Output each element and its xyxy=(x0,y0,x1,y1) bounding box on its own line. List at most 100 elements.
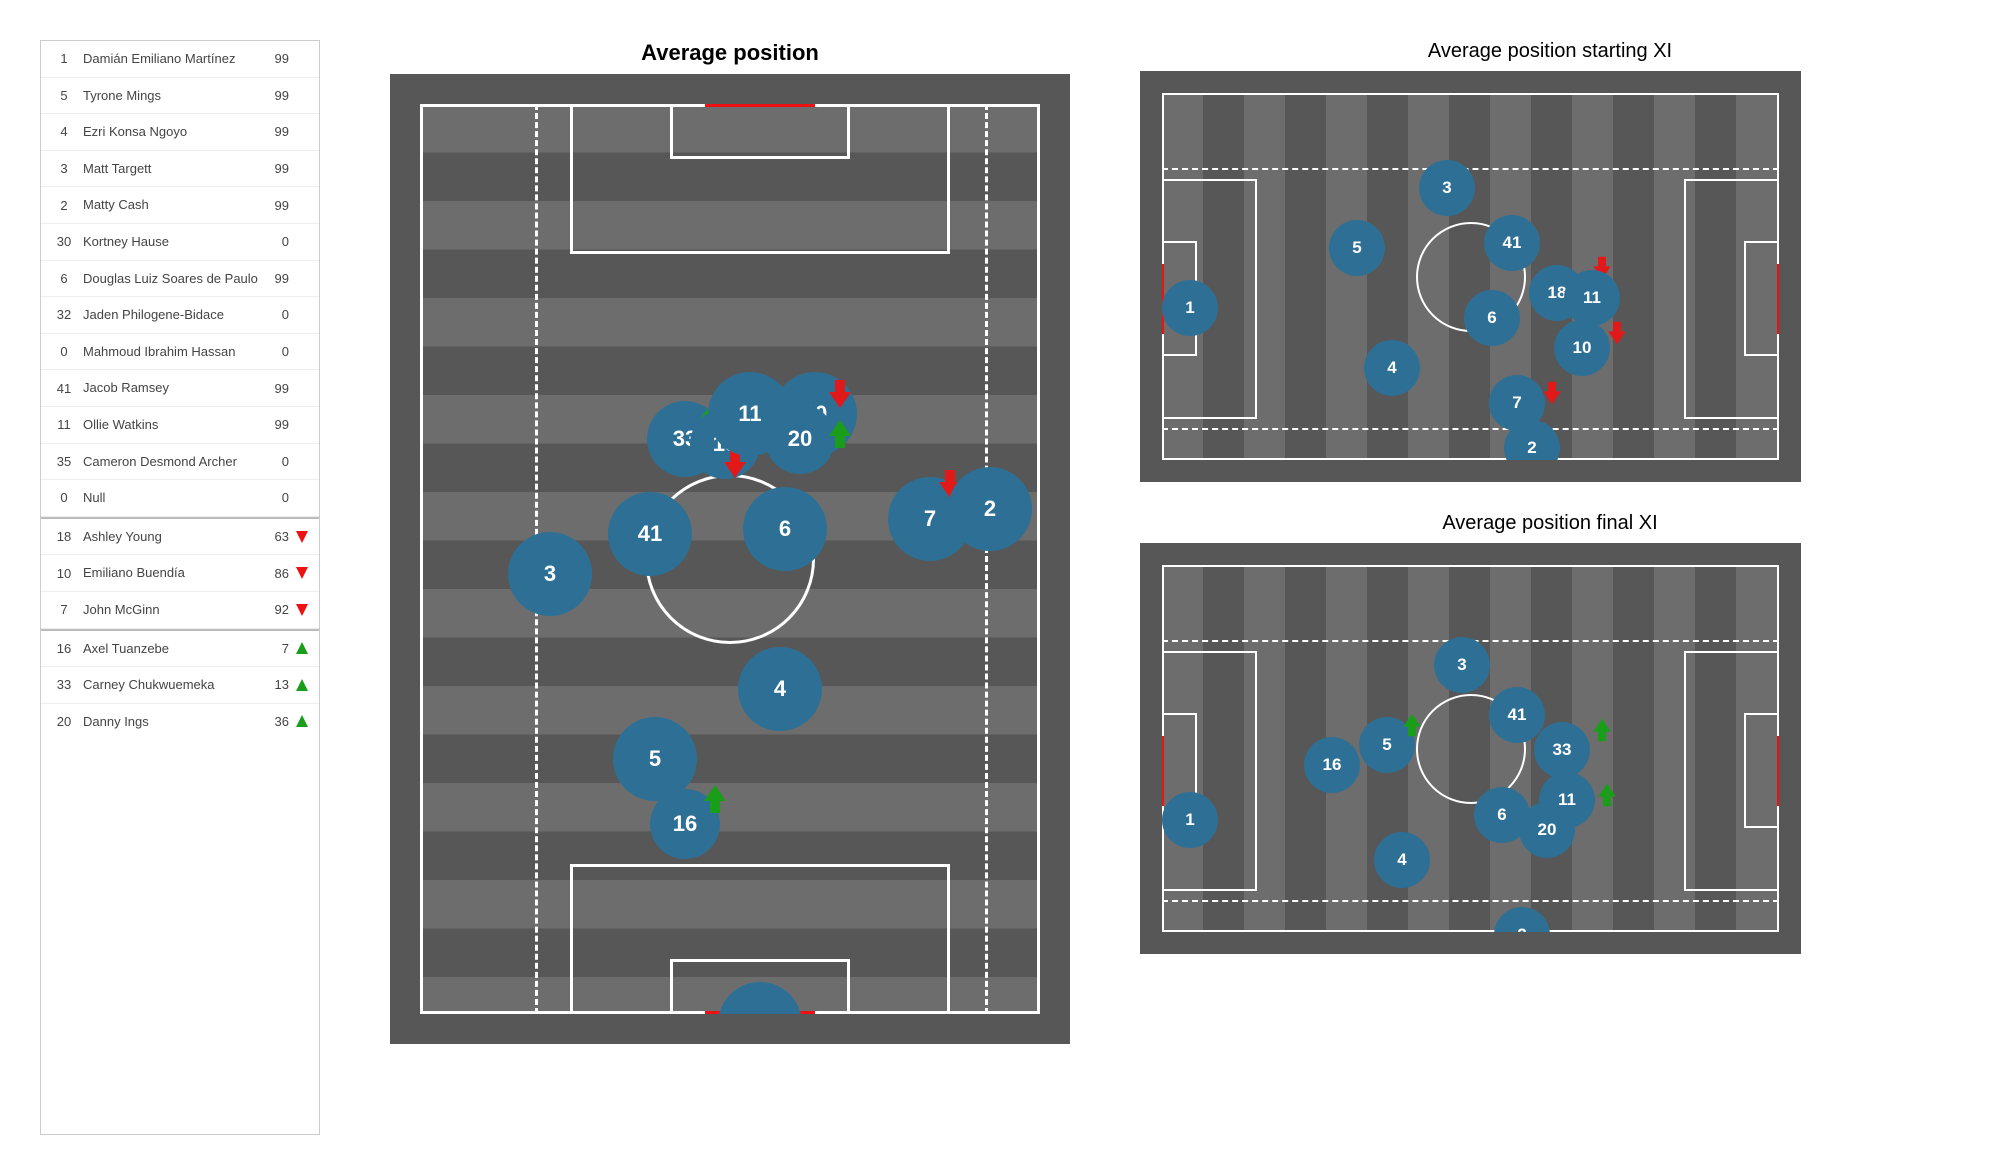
player-name: Carney Chukwuemeka xyxy=(79,677,263,693)
side-column: Average position starting XI 154341618 1… xyxy=(1140,40,1960,1135)
player-name: Matt Targett xyxy=(79,161,263,177)
starting-xi-title: Average position starting XI xyxy=(1140,40,1960,63)
player-minutes: 99 xyxy=(263,51,293,66)
player-number: 5 xyxy=(49,88,79,103)
player-row: 18 Ashley Young 63 xyxy=(41,517,319,556)
final-xi-pitch: 1165 4341633 11 202 xyxy=(1140,543,1801,954)
sub-off-arrow-icon xyxy=(829,380,851,408)
player-row: 6 Douglas Luiz Soares de Paulo 99 xyxy=(41,261,319,298)
player-name: John McGinn xyxy=(79,602,263,618)
player-row: 0 Mahmoud Ibrahim Hassan 0 xyxy=(41,334,319,371)
player-dot: 4 xyxy=(1374,832,1430,888)
player-row: 7 John McGinn 92 xyxy=(41,592,319,629)
final-xi-section: Average position final XI 1165 4341633 1… xyxy=(1140,512,1960,954)
player-dot: 3 xyxy=(1419,160,1475,216)
player-minutes: 99 xyxy=(263,198,293,213)
player-minutes: 99 xyxy=(263,88,293,103)
player-dot: 16 xyxy=(1304,737,1360,793)
sub-arrow-icon xyxy=(293,642,311,654)
player-dot: 5 xyxy=(1329,220,1385,276)
player-number: 0 xyxy=(49,490,79,505)
sub-on-arrow-icon xyxy=(704,785,726,813)
player-number: 11 xyxy=(49,417,79,432)
sub-off-arrow-icon xyxy=(1543,382,1561,404)
player-row: 3 Matt Targett 99 xyxy=(41,151,319,188)
player-name: Jaden Philogene-Bidace xyxy=(79,307,263,323)
player-row: 11 Ollie Watkins 99 xyxy=(41,407,319,444)
player-dot: 3 xyxy=(1434,637,1490,693)
player-number: 20 xyxy=(49,714,79,729)
player-dot: 11 xyxy=(1564,270,1620,326)
player-dot: 41 xyxy=(1489,687,1545,743)
player-dot: 4 xyxy=(738,647,822,731)
player-dot: 41 xyxy=(1484,215,1540,271)
player-minutes: 7 xyxy=(263,641,293,656)
player-dot: 6 xyxy=(1464,290,1520,346)
player-number: 0 xyxy=(49,344,79,359)
player-minutes: 86 xyxy=(263,566,293,581)
sub-off-arrow-icon xyxy=(1608,322,1626,344)
player-number: 16 xyxy=(49,641,79,656)
player-row: 10 Emiliano Buendía 86 xyxy=(41,555,319,592)
player-minutes: 0 xyxy=(263,234,293,249)
player-row: 4 Ezri Konsa Ngoyo 99 xyxy=(41,114,319,151)
player-minutes: 99 xyxy=(263,417,293,432)
player-row: 33 Carney Chukwuemeka 13 xyxy=(41,667,319,704)
player-dot: 41 xyxy=(608,492,692,576)
main-pitch: 116 5434167 233 18 1110 20 xyxy=(390,74,1070,1044)
player-name: Ezri Konsa Ngoyo xyxy=(79,124,263,140)
player-number: 18 xyxy=(49,529,79,544)
player-minutes: 0 xyxy=(263,490,293,505)
player-name: Mahmoud Ibrahim Hassan xyxy=(79,344,263,360)
player-row: 0 Null 0 xyxy=(41,480,319,517)
player-number: 6 xyxy=(49,271,79,286)
main-pitch-title: Average position xyxy=(641,40,819,66)
player-table: 1 Damián Emiliano Martínez 99 5 Tyrone M… xyxy=(40,40,320,1135)
player-dot: 2 xyxy=(1504,420,1560,476)
player-name: Axel Tuanzebe xyxy=(79,641,263,657)
player-dot: 10 xyxy=(1554,320,1610,376)
player-dot: 1 xyxy=(1162,280,1218,336)
player-row: 30 Kortney Hause 0 xyxy=(41,224,319,261)
sub-arrow-icon xyxy=(293,715,311,727)
player-name: Emiliano Buendía xyxy=(79,565,263,581)
player-number: 7 xyxy=(49,602,79,617)
sub-on-arrow-icon xyxy=(1403,714,1421,736)
player-minutes: 92 xyxy=(263,602,293,617)
player-name: Jacob Ramsey xyxy=(79,380,263,396)
player-number: 10 xyxy=(49,566,79,581)
player-name: Damián Emiliano Martínez xyxy=(79,51,263,67)
player-row: 1 Damián Emiliano Martínez 99 xyxy=(41,41,319,78)
player-minutes: 99 xyxy=(263,124,293,139)
player-number: 2 xyxy=(49,198,79,213)
sub-on-arrow-icon xyxy=(1593,719,1611,741)
player-number: 1 xyxy=(49,51,79,66)
player-minutes: 99 xyxy=(263,161,293,176)
player-dot: 33 xyxy=(1534,722,1590,778)
player-number: 30 xyxy=(49,234,79,249)
player-name: Kortney Hause xyxy=(79,234,263,250)
sub-on-arrow-icon xyxy=(829,420,851,448)
player-name: Douglas Luiz Soares de Paulo xyxy=(79,271,263,287)
player-dot: 5 xyxy=(613,717,697,801)
player-minutes: 0 xyxy=(263,307,293,322)
sub-arrow-icon xyxy=(293,679,311,691)
player-dot: 3 xyxy=(508,532,592,616)
player-dot: 20 xyxy=(765,404,835,474)
player-minutes: 99 xyxy=(263,381,293,396)
player-dot: 4 xyxy=(1364,340,1420,396)
player-dot: 20 xyxy=(1519,802,1575,858)
starting-xi-section: Average position starting XI 154341618 1… xyxy=(1140,40,1960,482)
player-row: 16 Axel Tuanzebe 7 xyxy=(41,629,319,668)
player-minutes: 0 xyxy=(263,344,293,359)
player-name: Danny Ings xyxy=(79,714,263,730)
player-name: Tyrone Mings xyxy=(79,88,263,104)
player-row: 20 Danny Ings 36 xyxy=(41,704,319,740)
sub-arrow-icon xyxy=(293,604,311,616)
player-number: 41 xyxy=(49,381,79,396)
player-name: Cameron Desmond Archer xyxy=(79,454,263,470)
player-dot: 6 xyxy=(743,487,827,571)
player-minutes: 99 xyxy=(263,271,293,286)
player-dot: 1 xyxy=(1162,792,1218,848)
player-number: 3 xyxy=(49,161,79,176)
